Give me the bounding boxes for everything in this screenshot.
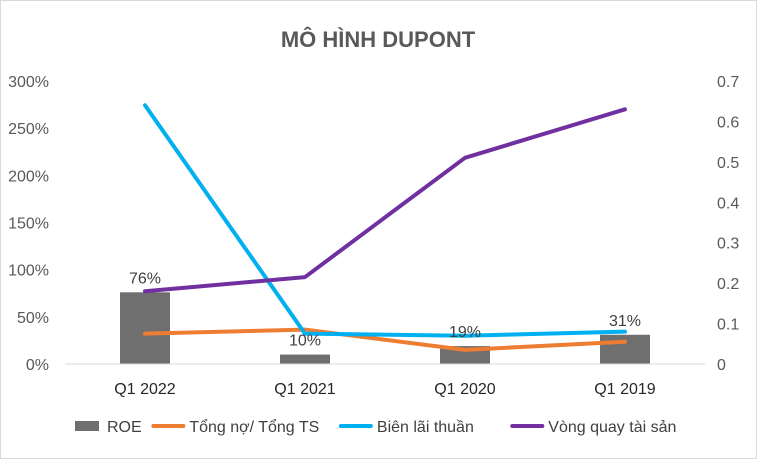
right-tick-label: 0 <box>717 357 726 374</box>
roe-bars <box>120 292 650 364</box>
left-tick-label: 100% <box>8 263 49 280</box>
left-tick-label: 50% <box>17 310 49 327</box>
line-series <box>143 103 627 352</box>
bar-data-label: 31% <box>609 313 641 330</box>
roe-bar <box>120 292 170 364</box>
legend-label: Biên lãi thuần <box>377 419 474 436</box>
legend-swatch <box>75 421 99 431</box>
right-tick-label: 0.5 <box>717 155 739 172</box>
left-axis-ticks: 0% 50% 100% 150% 200% 250% 300% <box>8 74 49 374</box>
right-tick-label: 0.3 <box>717 236 739 253</box>
right-tick-label: 0.4 <box>717 195 739 212</box>
legend-label: ROE <box>107 419 142 436</box>
right-tick-label: 0.1 <box>717 317 739 334</box>
category-labels: Q1 2022 Q1 2021 Q1 2020 Q1 2019 <box>114 381 655 398</box>
bar-data-label: 19% <box>449 324 481 341</box>
legend-item: Biên lãi thuần <box>338 419 474 436</box>
right-tick-label: 0.2 <box>717 276 739 293</box>
left-tick-label: 150% <box>8 216 49 233</box>
series-line <box>143 103 627 338</box>
left-tick-label: 250% <box>8 121 49 138</box>
legend-label: Tổng nợ/ Tổng TS <box>189 418 319 436</box>
legend: ROE Tổng nợ/ Tổng TS Biên lãi thuần Vòng qu… <box>75 418 676 436</box>
legend-label: Vòng quay tài sản <box>548 419 676 436</box>
right-axis-ticks: 0 0.1 0.2 0.3 0.4 0.5 0.6 0.7 <box>717 74 739 374</box>
left-tick-label: 200% <box>8 168 49 185</box>
legend-item: ROE <box>75 419 142 436</box>
right-tick-label: 0.7 <box>717 74 739 91</box>
left-tick-label: 0% <box>26 357 49 374</box>
series-line <box>143 107 627 294</box>
series-line <box>143 327 627 352</box>
chart-title: MÔ HÌNH DUPONT <box>281 27 476 52</box>
category-label: Q1 2022 <box>114 381 175 398</box>
legend-item: Vòng quay tài sản <box>510 419 676 436</box>
roe-bar <box>280 354 330 364</box>
legend-item: Tổng nợ/ Tổng TS <box>151 418 319 436</box>
left-tick-label: 300% <box>8 74 49 91</box>
category-label: Q1 2020 <box>434 381 495 398</box>
roe-bar <box>600 334 650 364</box>
bar-data-label: 76% <box>129 270 161 287</box>
data-labels: 76% 10% 19% 31% <box>129 270 641 349</box>
category-label: Q1 2019 <box>594 381 655 398</box>
bar-data-label: 10% <box>289 333 321 350</box>
category-label: Q1 2021 <box>274 381 335 398</box>
right-tick-label: 0.6 <box>717 114 739 131</box>
